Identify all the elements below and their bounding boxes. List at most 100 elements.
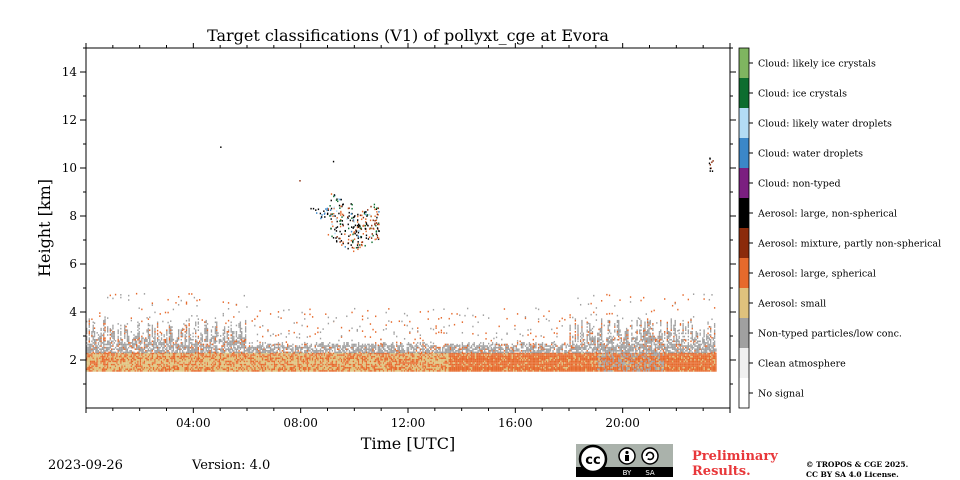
data-cell: [213, 354, 215, 356]
data-cell: [153, 357, 155, 360]
data-cell: [114, 358, 117, 361]
data-cell: [122, 352, 125, 355]
data-cell: [230, 365, 232, 367]
data-cell: [268, 343, 270, 346]
data-cell: [193, 348, 196, 351]
data-cell: [185, 326, 188, 329]
data-cell: [180, 352, 182, 355]
data-cell: [212, 355, 214, 358]
data-cell: [210, 370, 213, 372]
data-cell: [156, 345, 159, 347]
data-cell: [142, 357, 144, 360]
data-cell: [120, 334, 122, 336]
data-cell: [130, 368, 133, 371]
data-cell: [290, 368, 293, 371]
data-cell: [112, 343, 114, 346]
data-cell: [91, 354, 93, 356]
data-cell: [287, 343, 289, 346]
data-cell: [212, 370, 214, 372]
data-cell: [343, 352, 345, 355]
data-cell: [382, 348, 385, 351]
data-cell: [357, 358, 360, 361]
data-cell: [334, 362, 336, 364]
data-cell: [367, 309, 369, 312]
data-cell: [92, 370, 94, 372]
data-cell: [369, 368, 372, 371]
data-cell: [174, 362, 176, 364]
data-cell: [355, 370, 357, 372]
data-cell: [284, 351, 286, 354]
data-cell: [382, 365, 385, 367]
data-cell: [188, 337, 190, 339]
data-cell: [350, 351, 352, 354]
data-cell: [197, 318, 200, 320]
data-cell: [124, 357, 126, 360]
data-cell: [346, 343, 348, 346]
data-cell: [179, 366, 181, 369]
data-cell: [258, 350, 260, 352]
data-cell: [393, 363, 395, 366]
data-cell: [188, 366, 190, 369]
data-cell: [355, 368, 357, 371]
data-cell: [137, 368, 139, 371]
data-cell: [107, 366, 109, 369]
data-cell: [262, 348, 264, 351]
data-cell: [179, 354, 181, 356]
data-cell: [159, 358, 161, 361]
data-cell: [264, 370, 267, 372]
data-cell: [285, 336, 288, 338]
data-cell: [343, 362, 345, 364]
data-cell: [146, 350, 148, 352]
data-cell: [109, 351, 111, 354]
data-cell: [317, 363, 319, 366]
data-cell: [197, 365, 200, 367]
data-cell: [344, 352, 347, 355]
data-cell: [154, 363, 156, 366]
data-cell: [414, 354, 416, 356]
data-cell: [93, 363, 96, 366]
data-cell: [143, 343, 146, 346]
data-cell: [348, 360, 351, 363]
data-cell: [321, 342, 323, 344]
data-cell: [134, 357, 136, 360]
data-cell: [225, 368, 227, 371]
data-cell: [177, 358, 180, 361]
data-cell: [163, 343, 165, 346]
data-cell: [365, 357, 368, 360]
data-cell: [375, 358, 377, 361]
data-cell: [131, 366, 134, 369]
data-cell: [120, 294, 122, 296]
data-cell: [103, 370, 105, 372]
data-cell: [167, 354, 169, 356]
data-cell: [313, 351, 315, 354]
data-cell: [159, 354, 161, 356]
data-cell: [97, 343, 100, 346]
data-cell: [317, 365, 319, 367]
data-cell: [135, 348, 138, 351]
data-cell: [285, 346, 288, 349]
data-cell: [373, 370, 376, 372]
data-cell: [226, 362, 228, 364]
data-cell: [209, 352, 211, 355]
data-cell: [241, 358, 243, 361]
data-cell: [406, 365, 408, 367]
data-cell: [137, 363, 139, 366]
data-cell: [88, 329, 90, 332]
data-cell: [348, 365, 351, 367]
data-cell: [311, 363, 314, 366]
data-cell: [304, 351, 306, 354]
data-cell: [183, 323, 185, 325]
data-cell: [392, 352, 394, 355]
data-cell: [276, 366, 278, 369]
data-cell: [103, 365, 105, 367]
data-cell: [271, 348, 273, 351]
data-cell: [279, 346, 281, 349]
data-cell: [262, 351, 264, 354]
data-cell: [321, 366, 323, 369]
data-cell: [233, 350, 235, 352]
data-cell: [279, 366, 281, 369]
data-cell: [319, 362, 322, 364]
data-cell: [371, 345, 373, 347]
data-cell: [308, 350, 310, 352]
data-cell: [322, 355, 324, 358]
